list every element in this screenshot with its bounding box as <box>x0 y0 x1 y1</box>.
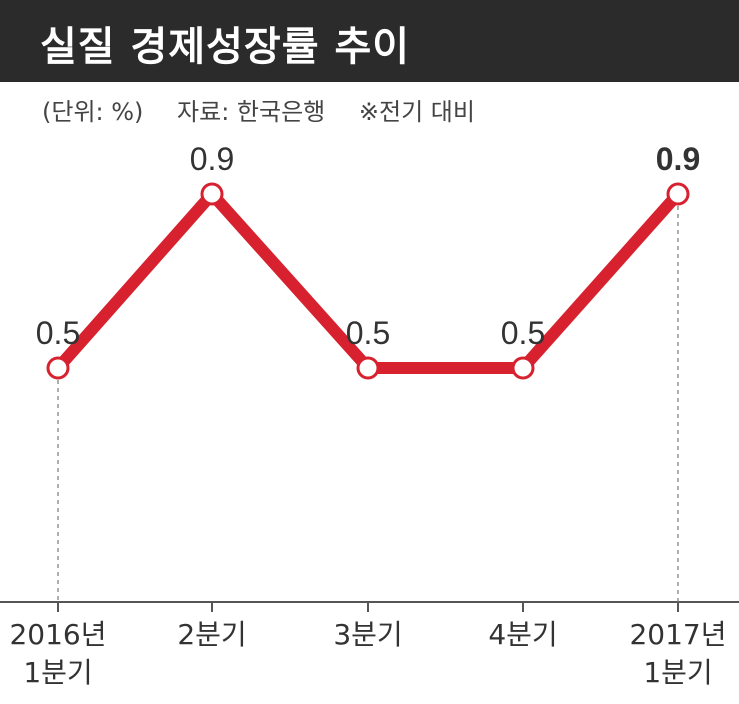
data-label: 0.9 <box>656 141 700 177</box>
title-bar: 실질 경제성장률 추이 <box>0 0 739 82</box>
data-point <box>46 356 70 380</box>
data-point <box>511 356 535 380</box>
data-label: 0.9 <box>190 141 234 177</box>
data-point <box>666 182 690 206</box>
data-point <box>200 182 224 206</box>
x-tick-label: 4분기 <box>488 618 557 651</box>
chart-notes: (단위: %) 자료: 한국은행 ※전기 대비 <box>42 92 501 127</box>
x-tick-label: 2분기 <box>177 618 246 651</box>
source-note: 자료: 한국은행 <box>177 98 326 126</box>
data-label: 0.5 <box>346 315 390 351</box>
data-point <box>356 356 380 380</box>
x-tick-label: 2017년 1분기 <box>629 618 726 689</box>
data-label: 0.5 <box>36 315 80 351</box>
x-tick-label: 2016년 1분기 <box>9 618 106 689</box>
x-tick-label: 3분기 <box>333 618 402 651</box>
unit-note: (단위: %) <box>42 98 144 126</box>
basis-note: ※전기 대비 <box>358 98 475 126</box>
chart-title: 실질 경제성장률 추이 <box>40 24 411 70</box>
data-label: 0.5 <box>501 315 545 351</box>
